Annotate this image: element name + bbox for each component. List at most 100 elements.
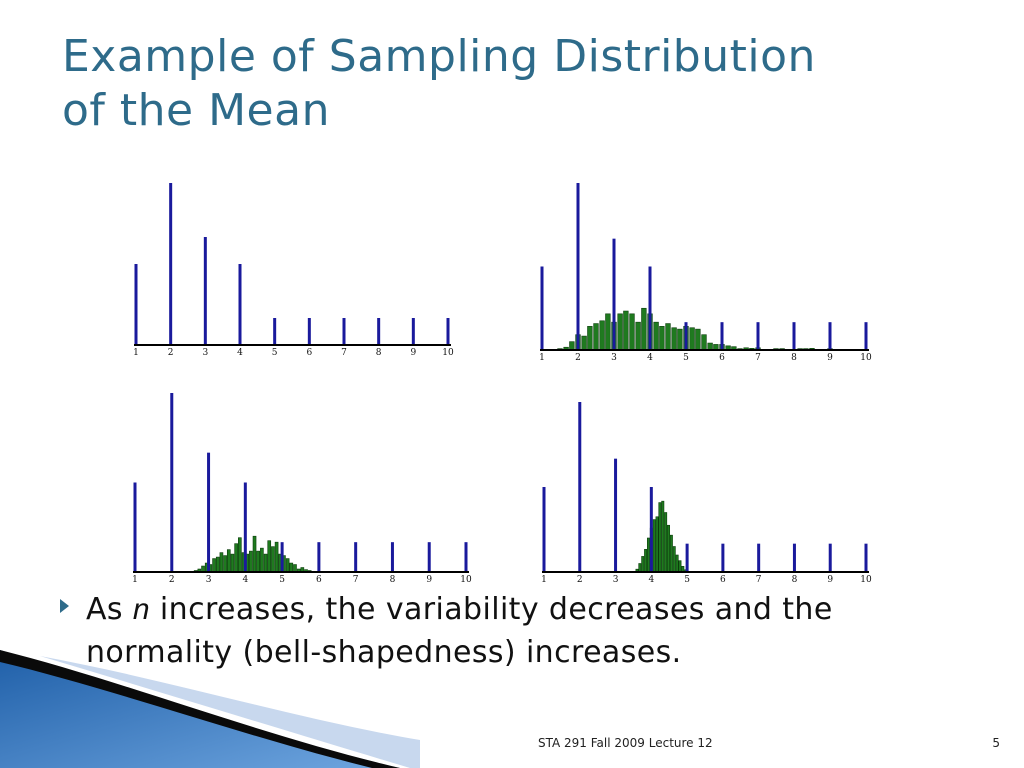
sample-mean-bar xyxy=(652,519,656,573)
chart-bottom-left: 1 2 3 4 5 6 7 8 9 10 xyxy=(128,385,473,599)
sample-mean-bar xyxy=(569,341,575,351)
population-bar xyxy=(170,393,174,572)
x-tick-label: 1 xyxy=(541,575,547,585)
x-tick-label: 6 xyxy=(306,348,312,358)
x-tick-label: 5 xyxy=(272,348,278,358)
sample-mean-bar xyxy=(667,524,670,573)
sample-mean-bar xyxy=(641,556,645,573)
sample-mean-bar xyxy=(641,307,647,351)
x-tick-label: 8 xyxy=(792,575,798,585)
population-bar xyxy=(864,543,868,572)
population-bar xyxy=(464,542,468,572)
x-tick-label: 6 xyxy=(316,575,322,585)
sample-mean-bar xyxy=(212,558,216,573)
sample-mean-bar xyxy=(638,563,642,573)
sample-mean-bar xyxy=(238,537,242,573)
sample-mean-bar xyxy=(252,535,257,573)
population-bar xyxy=(684,322,688,350)
population-bar xyxy=(307,318,311,345)
x-tick-label: 3 xyxy=(202,348,208,358)
population-bar xyxy=(134,264,138,345)
footer-text: STA 291 Fall 2009 Lecture 12 xyxy=(538,736,713,750)
x-tick-label: 4 xyxy=(647,353,653,363)
population-bar xyxy=(427,542,431,572)
bullet-arrow-icon xyxy=(60,599,69,613)
x-tick-label: 8 xyxy=(390,575,396,585)
x-tick-label: 9 xyxy=(410,348,416,358)
sample-mean-bar xyxy=(671,327,677,351)
x-tick-label: 5 xyxy=(279,575,285,585)
sample-mean-bar xyxy=(707,342,713,351)
x-tick-label: 7 xyxy=(756,575,762,585)
sample-mean-bar xyxy=(655,516,659,573)
sample-mean-bar xyxy=(689,327,695,351)
sample-mean-bar xyxy=(274,541,279,573)
sample-mean-bar xyxy=(665,323,671,351)
sample-mean-bar xyxy=(644,549,648,573)
chart-svg: 1 2 3 4 5 6 7 8 9 10 xyxy=(539,183,872,363)
x-tick-label: 8 xyxy=(791,353,797,363)
sample-mean-bar xyxy=(260,547,264,573)
chart-svg: 1 2 3 4 5 6 7 8 9 10 xyxy=(132,393,472,585)
sample-mean-bar xyxy=(267,540,272,573)
population-bar xyxy=(720,322,724,350)
x-tick-label: 5 xyxy=(684,575,690,585)
x-tick-label: 7 xyxy=(341,348,347,358)
sample-mean-bar xyxy=(285,558,290,573)
swoosh-blue-shape xyxy=(0,650,400,768)
sample-mean-bar xyxy=(661,500,665,573)
slide-number: 5 xyxy=(992,736,1000,750)
population-bar xyxy=(576,183,580,350)
sample-mean-bar xyxy=(256,550,261,573)
sample-mean-bar xyxy=(223,555,227,573)
sample-mean-bar xyxy=(695,328,701,351)
x-tick-label: 3 xyxy=(206,575,212,585)
x-tick-label: 4 xyxy=(242,575,248,585)
chart-svg: 1 2 3 4 5 6 7 8 9 10 xyxy=(133,183,454,358)
bullet-rest: increases, the variability decreases and… xyxy=(86,592,833,670)
population-bar xyxy=(273,318,277,345)
population-bar xyxy=(649,487,653,572)
sample-mean-bar xyxy=(249,550,253,573)
population-bar xyxy=(238,264,242,345)
sample-mean-bar xyxy=(677,328,683,351)
population-bar xyxy=(828,322,832,350)
x-tick-label: 10 xyxy=(860,575,872,585)
x-tick-label: 1 xyxy=(539,353,545,363)
sample-mean-bar xyxy=(230,553,235,573)
chart-top-left: 1 2 3 4 5 6 7 8 9 10 xyxy=(128,175,458,374)
x-tick-label: 10 xyxy=(460,575,472,585)
population-bar xyxy=(354,542,358,572)
population-bar xyxy=(169,183,173,345)
sample-mean-bar xyxy=(659,326,665,351)
sample-mean-bar xyxy=(263,553,268,573)
x-tick-label: 1 xyxy=(133,348,139,358)
chart-bottom-right: 1 2 3 4 5 6 7 8 9 10 xyxy=(536,394,876,600)
sample-mean-bar xyxy=(623,310,629,351)
sample-mean-bar xyxy=(271,546,275,573)
sample-mean-bar xyxy=(605,313,611,351)
population-bar xyxy=(756,322,760,350)
population-bar xyxy=(540,266,544,350)
population-bar xyxy=(542,487,546,572)
population-bar xyxy=(203,237,207,345)
sample-mean-bar xyxy=(293,564,297,573)
population-bar xyxy=(757,543,761,572)
population-bar xyxy=(721,543,725,572)
sample-mean-bar xyxy=(658,502,662,573)
x-tick-label: 9 xyxy=(426,575,432,585)
sample-mean-bar xyxy=(226,549,231,573)
sample-mean-bar xyxy=(653,321,659,351)
population-bar xyxy=(390,542,394,572)
x-tick-label: 4 xyxy=(648,575,654,585)
sample-mean-bar xyxy=(669,534,673,573)
x-tick-label: 10 xyxy=(442,348,454,358)
sample-mean-bar xyxy=(234,543,238,573)
decorative-swoosh xyxy=(0,650,420,768)
sample-mean-bar xyxy=(701,334,707,351)
x-tick-label: 6 xyxy=(719,353,725,363)
x-tick-label: 8 xyxy=(376,348,382,358)
population-bar xyxy=(243,482,247,572)
population-bar xyxy=(648,266,652,350)
slide-title: Example of Sampling Distribution of the … xyxy=(62,30,962,138)
